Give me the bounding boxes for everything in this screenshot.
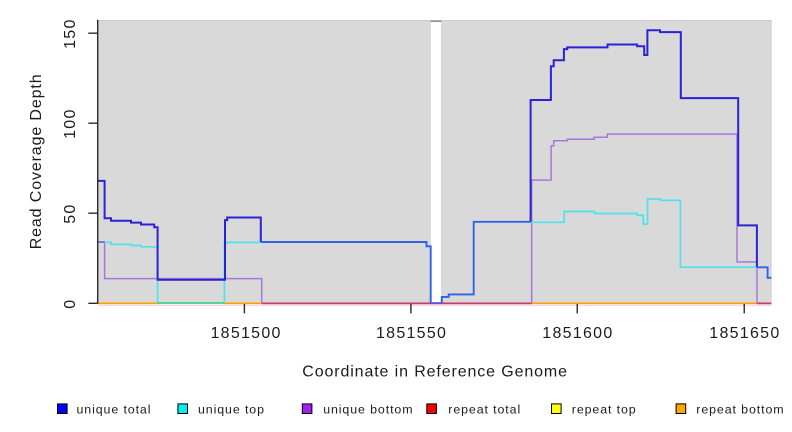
svg-text:unique top: unique top	[198, 402, 265, 416]
svg-text:1851650: 1851650	[709, 325, 780, 342]
svg-text:unique bottom: unique bottom	[323, 402, 413, 416]
svg-text:50: 50	[62, 203, 79, 223]
svg-text:100: 100	[62, 108, 79, 139]
svg-text:unique total: unique total	[77, 402, 152, 416]
svg-text:Coordinate in Reference Genome: Coordinate in Reference Genome	[302, 364, 568, 381]
svg-text:1851500: 1851500	[210, 325, 281, 342]
svg-text:repeat total: repeat total	[448, 402, 521, 416]
svg-text:repeat bottom: repeat bottom	[696, 402, 784, 416]
svg-text:Read Coverage Depth: Read Coverage Depth	[28, 74, 45, 250]
svg-text:0: 0	[62, 299, 79, 309]
svg-text:repeat top: repeat top	[572, 402, 637, 416]
svg-text:1851600: 1851600	[542, 325, 613, 342]
svg-text:1851550: 1851550	[376, 325, 447, 342]
svg-text:150: 150	[62, 18, 79, 49]
